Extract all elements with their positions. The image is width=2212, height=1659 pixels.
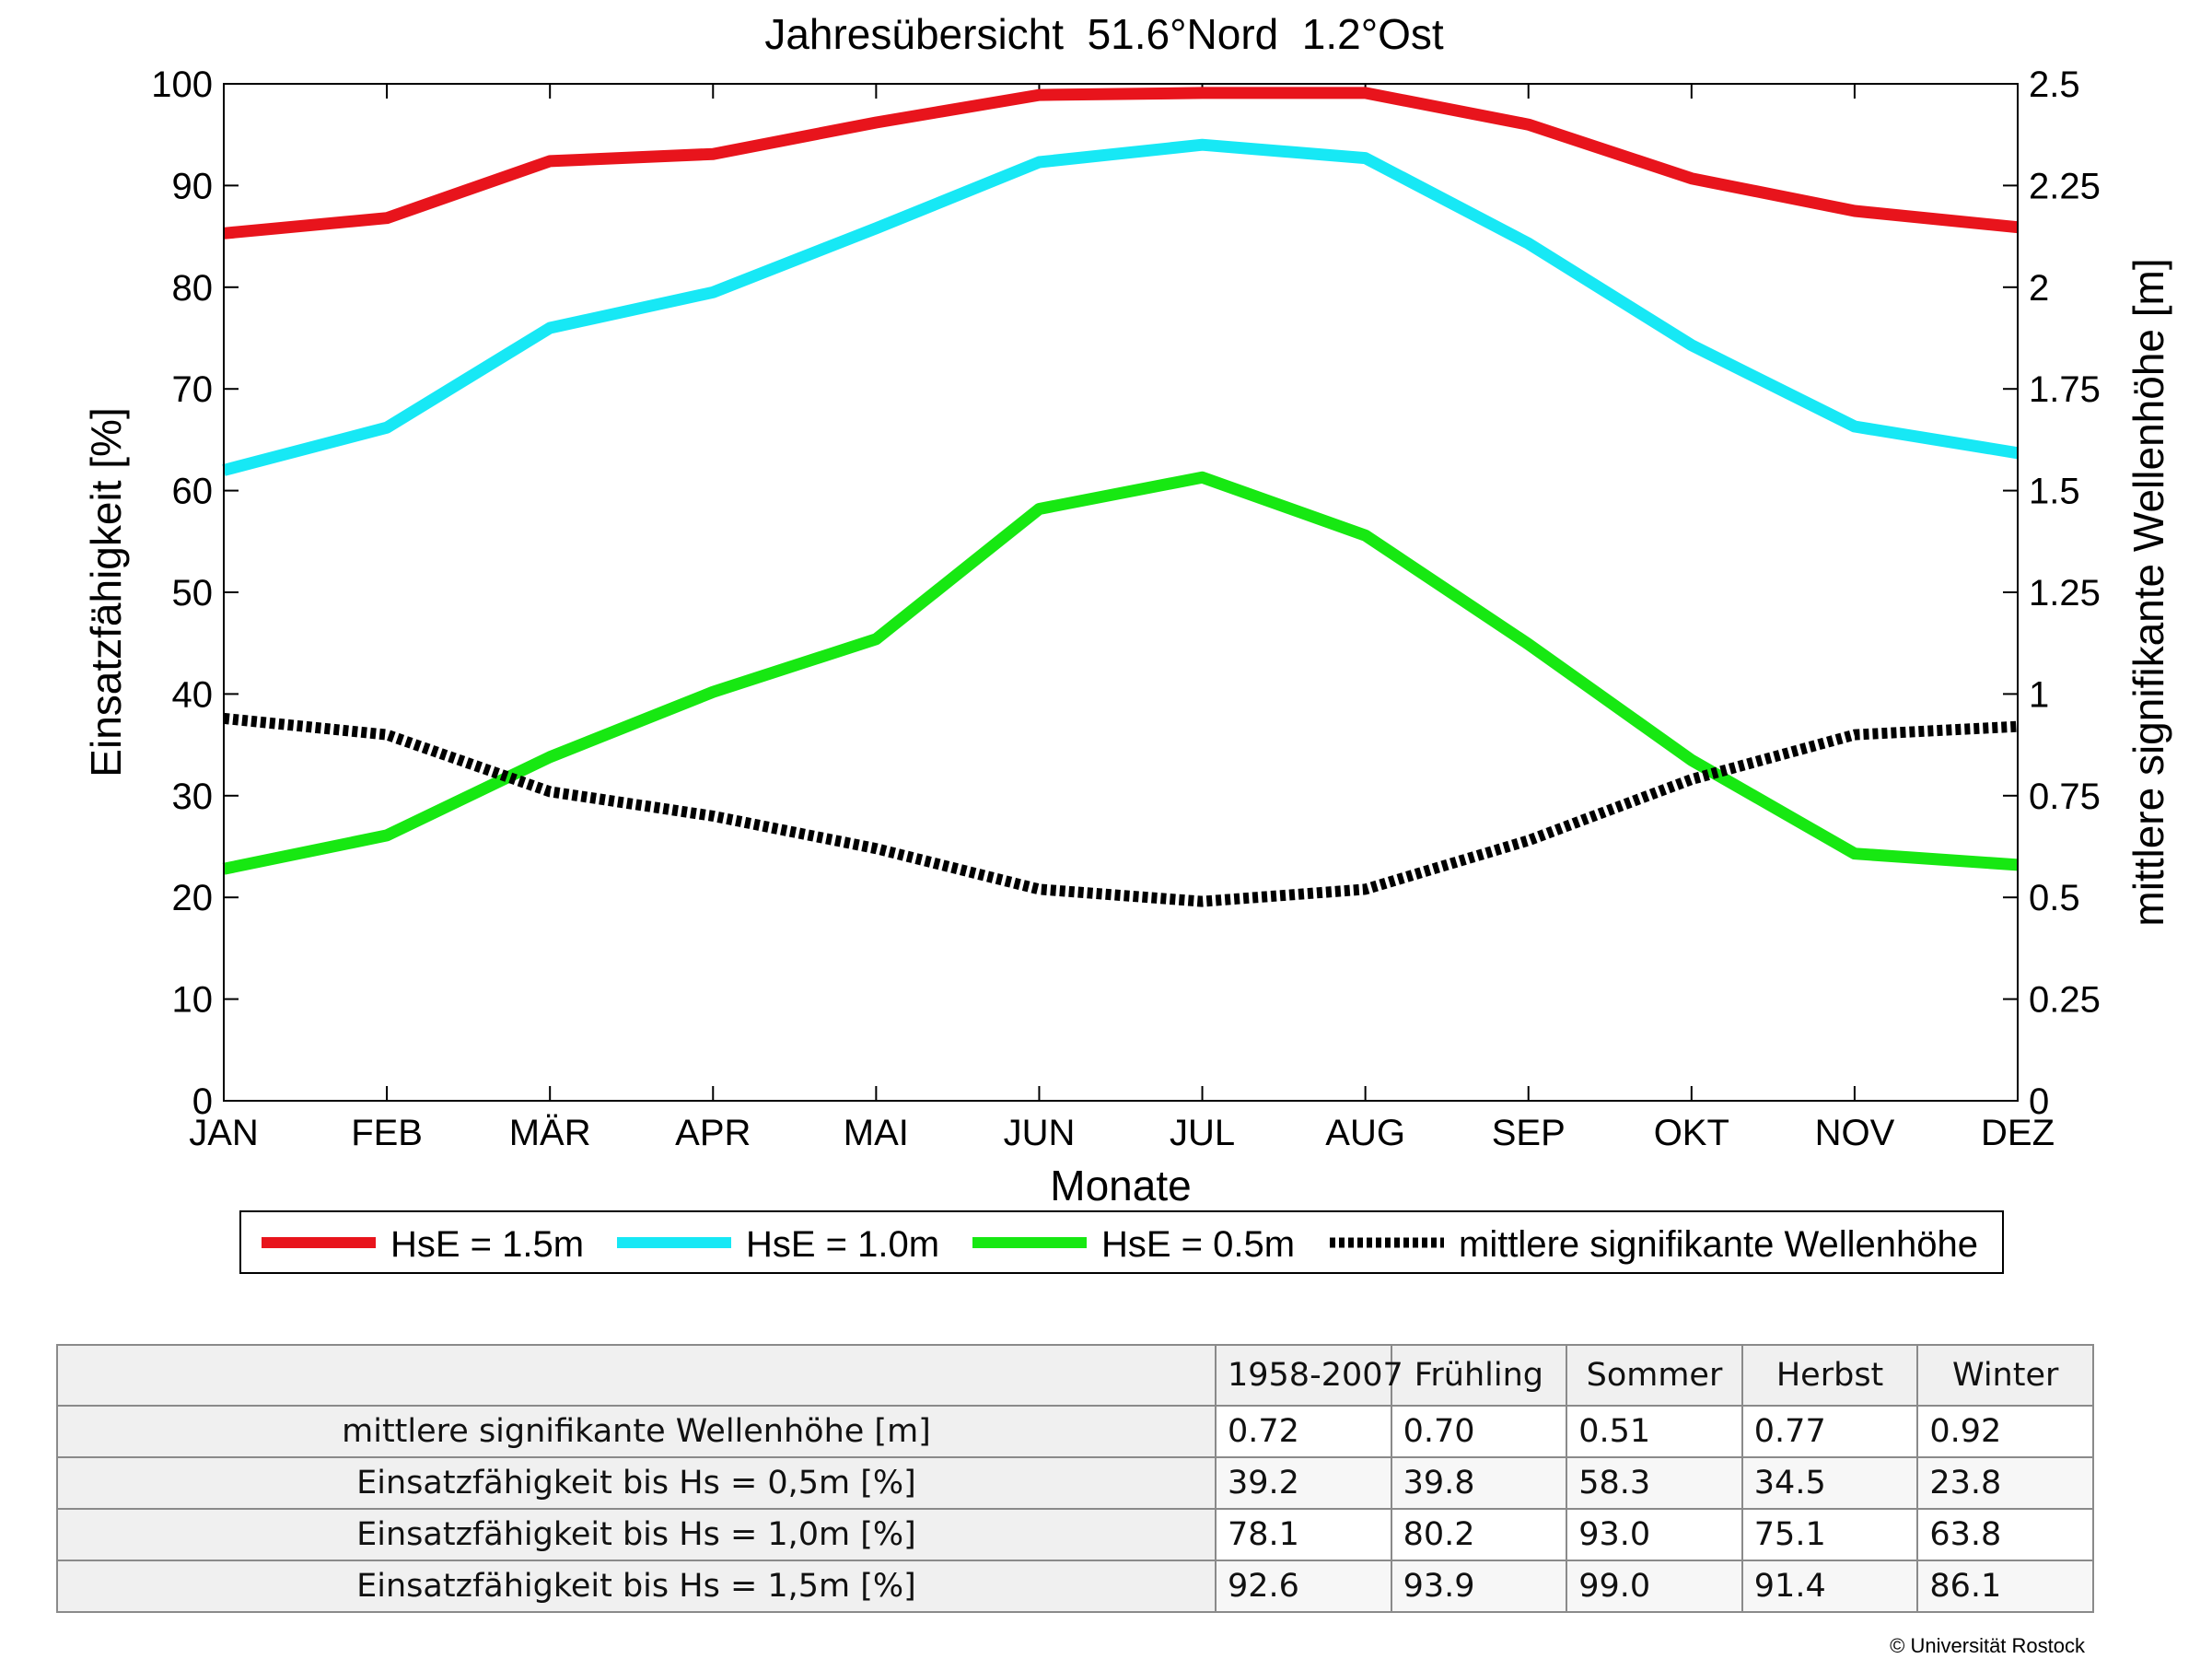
y-tick-label-right: 0.5 [2029, 878, 2080, 918]
legend-label: HsE = 0.5m [1101, 1224, 1295, 1265]
table-cell: 91.4 [1740, 1560, 1919, 1613]
legend-box [239, 1210, 2004, 1274]
legend-label: HsE = 1.0m [746, 1224, 939, 1265]
row-label: Einsatzfähigkeit bis Hs = 0,5m [%] [56, 1456, 1217, 1510]
x-tick-label: JUN [1004, 1113, 1076, 1153]
table-cell: 78.1 [1215, 1508, 1392, 1561]
table-cell: 0.51 [1566, 1405, 1743, 1458]
y-axis-label-left: Einsatzfähigkeit [%] [82, 407, 130, 777]
column-header: 1958-2007 [1215, 1344, 1403, 1407]
x-tick-label: NOV [1815, 1113, 1895, 1153]
table-cell: 39.2 [1215, 1456, 1392, 1510]
copyright-notice: © Universität Rostock [1890, 1634, 2085, 1657]
table-cell: 86.1 [1916, 1560, 2094, 1613]
table-cell: 75.1 [1740, 1508, 1919, 1561]
y-tick-label-left: 50 [172, 573, 214, 613]
table-header-row: 1958-2007 Frühling Sommer Herbst Winter [56, 1344, 2094, 1407]
row-label: mittlere signifikante Wellenhöhe [m] [56, 1405, 1217, 1458]
column-header: Herbst [1740, 1344, 1919, 1407]
legend-label: mittlere signifikante Wellenhöhe [1459, 1224, 1978, 1265]
table-cell: 63.8 [1916, 1508, 2094, 1561]
x-axis-label: Monate [1050, 1162, 1191, 1209]
series-line-2 [222, 471, 2019, 875]
y-tick-label-left: 100 [151, 64, 213, 105]
table-cell: 39.8 [1390, 1456, 1568, 1510]
legend-label: HsE = 1.5m [390, 1224, 584, 1265]
x-tick-label: MÄR [509, 1113, 591, 1153]
statistics-table: 1958-2007 Frühling Sommer Herbst Winter … [56, 1344, 2094, 1613]
y-tick-label-right: 1.25 [2029, 573, 2101, 613]
x-tick-label: OKT [1654, 1113, 1729, 1153]
y-tick-label-right: 1.5 [2029, 472, 2080, 512]
table-cell: 23.8 [1916, 1456, 2094, 1510]
y-tick-label-right: 0.75 [2029, 777, 2101, 817]
series-line-3 [223, 712, 2019, 907]
table-cell: 92.6 [1215, 1560, 1392, 1613]
x-tick-label: JAN [189, 1113, 259, 1153]
x-tick-label: APR [675, 1113, 751, 1153]
column-header: Winter [1916, 1344, 2094, 1407]
table-cell: 0.77 [1740, 1405, 1919, 1458]
y-tick-label-left: 20 [172, 878, 214, 918]
x-tick-label: SEP [1492, 1113, 1566, 1153]
table-cell: 0.72 [1215, 1405, 1392, 1458]
column-header: Frühling [1390, 1344, 1568, 1407]
table-row: mittlere signifikante Wellenhöhe [m] 0.7… [56, 1405, 2094, 1458]
table-corner-cell [56, 1344, 1217, 1407]
y-tick-label-left: 70 [172, 369, 214, 410]
table-row: Einsatzfähigkeit bis Hs = 1,0m [%] 78.1 … [56, 1508, 2094, 1561]
series-line-0 [223, 87, 2019, 240]
chart: Jahresübersicht 51.6°Nord 1.2°Ost JAN FEB… [82, 10, 2172, 1274]
x-tick-label: MAI [844, 1113, 909, 1153]
x-tick-label: FEB [351, 1113, 423, 1153]
table-cell: 0.92 [1916, 1405, 2094, 1458]
y-tick-label-right: 2.5 [2029, 64, 2080, 105]
y-tick-label-right: 0.25 [2029, 980, 2101, 1021]
y-tick-label-right: 2 [2029, 268, 2049, 309]
table-row: Einsatzfähigkeit bis Hs = 1,5m [%] 92.6 … [56, 1560, 2094, 1613]
table-cell: 93.0 [1566, 1508, 1743, 1561]
legend: HsE = 1.5m HsE = 1.0m HsE = 0.5m mittlere s… [239, 1210, 2004, 1274]
y-tick-label-right: 2.25 [2029, 166, 2101, 206]
row-label: Einsatzfähigkeit bis Hs = 1,0m [%] [56, 1508, 1217, 1561]
table-cell: 80.2 [1390, 1508, 1568, 1561]
y-tick-label-left: 60 [172, 472, 214, 512]
table-row: Einsatzfähigkeit bis Hs = 0,5m [%] 39.2 … [56, 1456, 2094, 1510]
table-cell: 34.5 [1740, 1456, 1919, 1510]
series-line-1 [222, 138, 2020, 476]
y-tick-label-left: 80 [172, 268, 214, 309]
chart-title: Jahresübersicht 51.6°Nord 1.2°Ost [764, 10, 1444, 58]
y-tick-label-left: 0 [192, 1081, 213, 1122]
y-tick-label-right: 1 [2029, 674, 2049, 715]
table-cell: 93.9 [1390, 1560, 1568, 1613]
y-tick-label-right: 0 [2029, 1081, 2049, 1122]
y-tick-label-left: 40 [172, 674, 214, 715]
y-tick-label-left: 90 [172, 166, 214, 206]
x-tick-label: AUG [1325, 1113, 1405, 1153]
column-header: Sommer [1566, 1344, 1743, 1407]
y-tick-label-right: 1.75 [2029, 369, 2101, 410]
table-cell: 0.70 [1390, 1405, 1568, 1458]
table-cell: 99.0 [1566, 1560, 1743, 1613]
x-tick-label: JUL [1170, 1113, 1235, 1153]
row-label: Einsatzfähigkeit bis Hs = 1,5m [%] [56, 1560, 1217, 1613]
y-tick-label-left: 10 [172, 980, 214, 1021]
table-cell: 58.3 [1566, 1456, 1743, 1510]
y-tick-label-left: 30 [172, 777, 214, 817]
plot-frame [223, 83, 2019, 1102]
x-tick-label: DEZ [1981, 1113, 2055, 1153]
y-axis-label-right: mittlere signifikante Wellenhöhe [m] [2125, 258, 2172, 926]
